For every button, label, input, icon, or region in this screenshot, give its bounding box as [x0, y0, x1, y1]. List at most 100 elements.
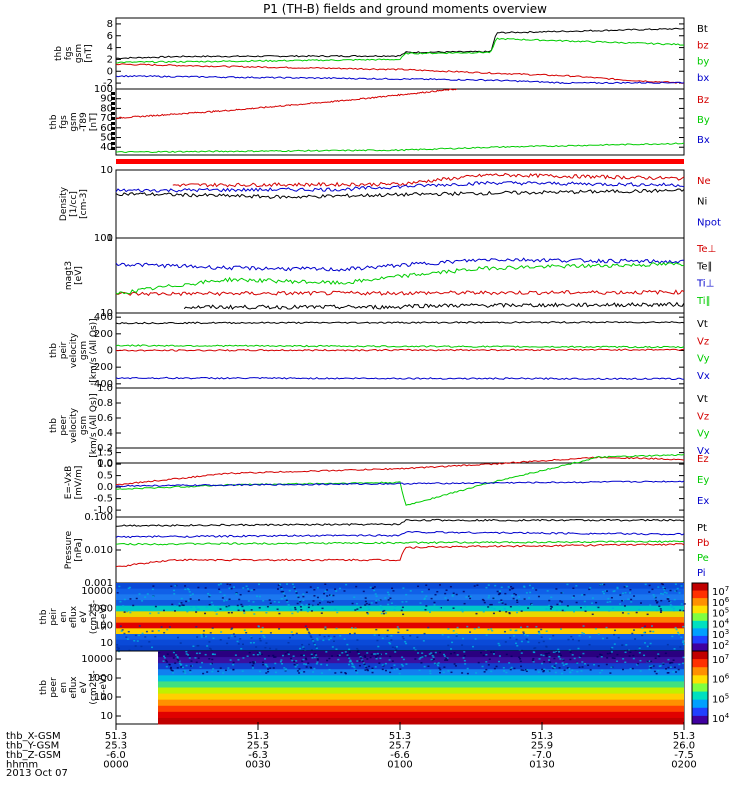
spectrogram-pixel	[512, 597, 515, 600]
spectrogram-pixel	[657, 670, 660, 672]
spectrogram-pixel	[469, 597, 472, 600]
spectrogram-pixel	[252, 601, 255, 603]
spectrogram-pixel	[487, 584, 490, 586]
y-label-line: Density	[59, 186, 69, 221]
spectrogram-pixel	[280, 588, 283, 590]
spectrogram-pixel	[511, 594, 514, 597]
spectrogram-band	[158, 687, 684, 695]
spectrogram-pixel	[433, 601, 436, 604]
spectrogram-pixel	[625, 644, 628, 646]
spectrogram-pixel	[395, 649, 398, 651]
spectrogram-pixel	[515, 642, 518, 645]
spectrogram-pixel	[555, 651, 558, 653]
spectrogram-pixel	[561, 609, 564, 612]
spectrogram-pixel	[527, 641, 530, 643]
spectrogram-pixel	[187, 588, 190, 591]
spectrogram-pixel	[184, 672, 187, 675]
spectrogram-pixel	[444, 592, 447, 595]
colorbar-base: 10	[712, 694, 725, 705]
spectrogram-pixel	[310, 653, 313, 656]
spectrogram-pixel	[548, 599, 551, 602]
spectrogram-pixel	[505, 671, 508, 674]
y-label-line: eflux	[69, 676, 79, 699]
spectrogram-pixel	[174, 584, 177, 587]
spectrogram-pixel	[518, 605, 521, 607]
spectrogram-pixel	[316, 657, 319, 660]
spectrogram-pixel	[578, 666, 581, 669]
colorbar-segment	[692, 598, 708, 607]
spectrogram-pixel	[525, 670, 528, 673]
ephem-value: 0100	[387, 760, 412, 771]
spectrogram-pixel	[543, 660, 546, 663]
y-label-line: eflux	[69, 605, 79, 628]
ephem-value: -6.0	[106, 750, 126, 761]
spectrogram-pixel	[679, 609, 682, 612]
spectrogram-pixel	[236, 604, 239, 607]
spectrogram-pixel	[258, 607, 261, 609]
spectrogram-pixel	[561, 662, 564, 664]
spectrogram-pixel	[259, 639, 262, 642]
mode-bar	[116, 159, 684, 164]
spectrogram-pixel	[300, 671, 303, 674]
spectrogram-pixel	[311, 638, 314, 641]
spectrogram-band	[116, 594, 684, 601]
spectrogram-pixel	[653, 670, 656, 673]
spectrogram-pixel	[600, 654, 603, 656]
spectrogram-pixel	[166, 628, 169, 631]
spectrogram-pixel	[361, 659, 364, 661]
spectrogram-pixel	[553, 666, 556, 669]
spectrogram-pixel	[581, 661, 584, 663]
spectrogram-pixel	[348, 648, 351, 651]
spectrogram-band	[158, 705, 684, 713]
spectrogram-pixel	[523, 586, 526, 588]
spectrogram-pixel	[315, 647, 318, 650]
spectrogram-pixel	[619, 603, 622, 605]
spectrogram-pixel	[357, 649, 360, 652]
spectrogram-pixel	[644, 625, 647, 628]
y-label-line: fgs	[64, 46, 74, 60]
spectrogram-band	[158, 717, 684, 725]
spectrogram-pixel	[378, 634, 381, 636]
spectrogram-pixel	[251, 664, 254, 667]
spectrogram-pixel	[662, 583, 665, 586]
y-label-line: [cm-3]	[79, 189, 89, 219]
spectrogram-pixel	[575, 601, 578, 604]
spectrogram-pixel	[116, 646, 119, 649]
spectrogram-pixel	[185, 664, 188, 667]
spectrogram-pixel	[165, 665, 168, 668]
colorbar-segment	[692, 699, 708, 709]
spectrogram-pixel	[227, 667, 230, 669]
spectrogram-pixel	[171, 603, 174, 606]
spectrogram-pixel	[305, 663, 308, 666]
spectrogram-pixel	[368, 603, 371, 606]
spectrogram-pixel	[452, 607, 455, 609]
y-tick-label: 10	[100, 308, 113, 319]
spectrogram-pixel	[151, 588, 154, 591]
spectrogram-pixel	[301, 604, 304, 607]
spectrogram-pixel	[606, 637, 609, 639]
spectrogram-pixel	[676, 587, 679, 590]
spectrogram-pixel	[235, 592, 238, 595]
spectrogram-pixel	[324, 628, 327, 630]
spectrogram-pixel	[178, 660, 181, 662]
spectrogram-pixel	[293, 660, 296, 663]
spectrogram-pixel	[299, 606, 302, 608]
spectrogram-pixel	[363, 663, 366, 665]
spectrogram-pixel	[577, 639, 580, 642]
spectrogram-pixel	[505, 611, 508, 613]
spectrogram-pixel	[542, 669, 545, 672]
spectrogram-pixel	[660, 609, 663, 612]
spectrogram-pixel	[546, 653, 549, 655]
spectrogram-pixel	[225, 599, 228, 602]
spectrogram-pixel	[374, 593, 377, 595]
y-label-line: thb	[39, 609, 49, 624]
spectrogram-pixel	[174, 605, 177, 607]
spectrogram-pixel	[221, 597, 224, 599]
spectrogram-pixel	[545, 608, 548, 610]
colorbar-segment	[692, 691, 708, 701]
y-axis-label: thbfgsgsm[nT]	[54, 44, 94, 63]
spectrogram-pixel	[593, 663, 596, 666]
spectrogram-pixel	[386, 635, 389, 637]
spectrogram-pixel	[678, 663, 681, 666]
spectrogram-pixel	[599, 653, 602, 656]
